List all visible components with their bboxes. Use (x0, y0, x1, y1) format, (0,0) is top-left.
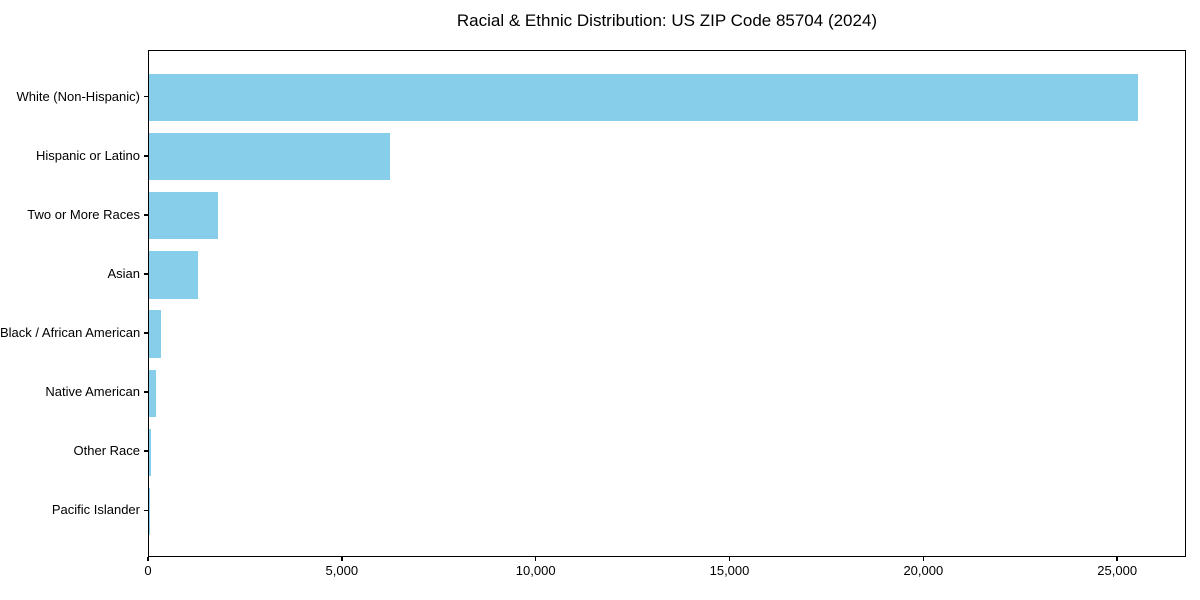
x-tick-label-5: 25,000 (1097, 563, 1138, 578)
x-tick-label-0: 0 (144, 563, 152, 578)
bar-two-or-more-races (149, 192, 218, 240)
bar-white-non-hispanic (149, 74, 1138, 122)
y-tick-mark-5 (144, 391, 148, 393)
y-tick-label-1: Hispanic or Latino (35, 147, 140, 163)
x-tick-mark-0 (147, 557, 149, 561)
y-tick-mark-2 (144, 214, 148, 216)
plot-area (148, 50, 1186, 557)
bar-other-race (149, 428, 151, 476)
x-tick-label-2: 10,000 (515, 563, 556, 578)
y-tick-mark-7 (144, 509, 148, 512)
x-tick-label-1: 5,000 (325, 563, 359, 578)
x-tick-mark-5 (1116, 557, 1118, 561)
y-tick-mark-0 (144, 95, 148, 98)
y-tick-label-0: White (Non-Hispanic) (16, 88, 140, 104)
bar-native-american (149, 369, 156, 417)
y-tick-mark-1 (144, 155, 148, 157)
x-tick-mark-2 (534, 557, 537, 561)
x-tick-label-4: 20,000 (903, 563, 944, 578)
y-tick-label-2: Two or More Races (27, 206, 140, 222)
bar-black-african-american (149, 310, 162, 358)
bar-pacific-islander (149, 487, 150, 535)
bar-asian (149, 251, 198, 299)
y-tick-mark-3 (144, 273, 148, 275)
y-tick-label-7: Pacific Islander (51, 502, 140, 518)
y-tick-label-4: Black / African American (0, 325, 141, 341)
x-tick-mark-3 (728, 557, 731, 561)
chart-title: Racial & Ethnic Distribution: US ZIP Cod… (456, 11, 878, 30)
bar-hispanic-or-latino (149, 133, 390, 181)
x-tick-mark-1 (341, 557, 343, 561)
y-tick-label-6: Other Race (73, 443, 140, 459)
y-tick-label-3: Asian (107, 265, 140, 281)
y-tick-mark-4 (144, 332, 148, 334)
x-tick-label-3: 15,000 (709, 563, 750, 578)
x-tick-mark-4 (922, 557, 925, 561)
y-tick-mark-6 (144, 450, 148, 452)
y-tick-label-5: Native American (45, 384, 140, 400)
